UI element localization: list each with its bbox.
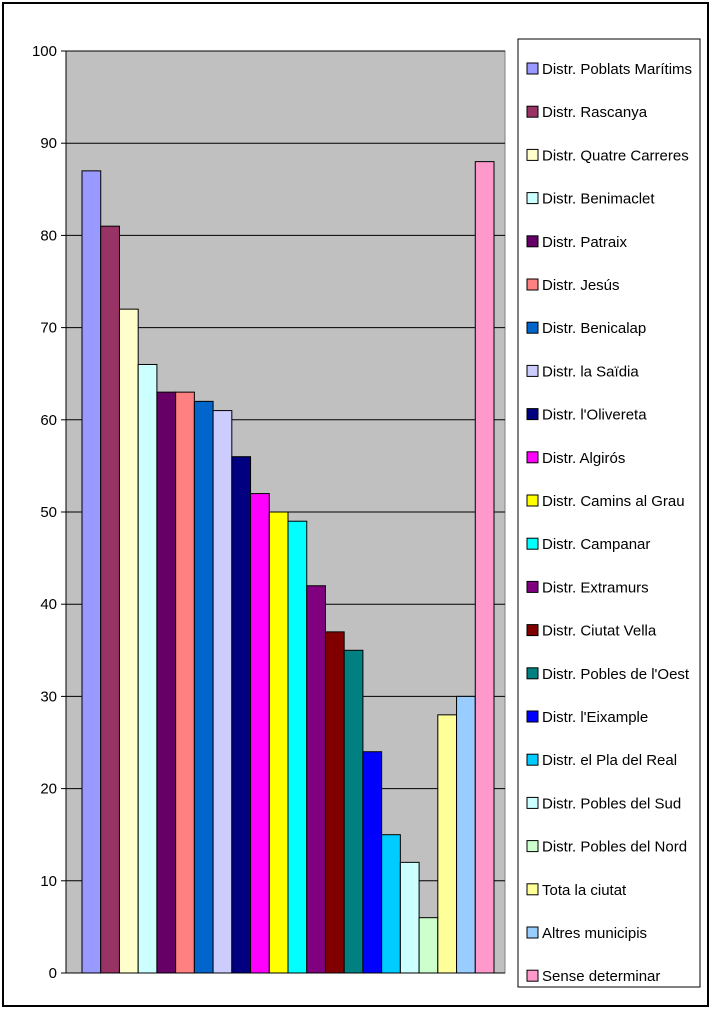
- legend-entry-label: Distr. el Pla del Real: [542, 752, 677, 769]
- bar-7: [193, 400, 214, 974]
- bar-2: [100, 225, 120, 974]
- bar-16: [362, 751, 383, 974]
- legend-entry-label: Tota la ciutat: [542, 882, 627, 899]
- y-tick-label: 30: [40, 688, 57, 705]
- legend-swatch: [526, 235, 539, 248]
- legend-entry-label: Distr. Quatre Carreres: [542, 147, 689, 164]
- legend-entry-label: Sense determinar: [542, 968, 660, 985]
- legend-swatch: [526, 883, 539, 896]
- legend-swatch: [526, 926, 539, 939]
- legend-entry-label: Distr. Camins al Grau: [542, 493, 685, 510]
- y-tick-label: 10: [40, 873, 57, 890]
- legend-swatch: [526, 321, 539, 334]
- bar-8: [212, 410, 233, 974]
- legend-entry-label: Altres municipis: [542, 925, 647, 942]
- legend-swatch: [526, 451, 539, 464]
- legend-entry-label: Distr. Rascanya: [542, 104, 648, 121]
- legend-swatch: [526, 364, 539, 377]
- legend-entry-label: Distr. Extramurs: [542, 579, 649, 596]
- legend-entry-label: Distr. l'Eixample: [542, 709, 648, 726]
- legend-swatch: [526, 192, 539, 205]
- legend-swatch: [526, 840, 539, 853]
- legend-entry-label: Distr. Pobles de l'Oest: [542, 666, 690, 683]
- legend-swatch: [526, 62, 539, 75]
- legend-entry-label: Distr. Campanar: [542, 536, 650, 553]
- legend-swatch: [526, 148, 539, 161]
- legend-entry-label: Distr. Jesús: [542, 277, 620, 294]
- bar-14: [324, 631, 345, 974]
- y-tick-label: 20: [40, 781, 57, 798]
- legend-swatch: [526, 969, 539, 982]
- legend-swatch: [526, 753, 539, 766]
- legend-entry-label: Distr. Pobles del Nord: [542, 839, 687, 856]
- bar-6: [175, 391, 195, 974]
- bar-9: [231, 456, 252, 974]
- bar-3: [118, 308, 139, 974]
- bar-1: [81, 170, 102, 974]
- legend-swatch: [526, 494, 539, 507]
- legend-entry-label: Distr. Pobles del Sud: [542, 795, 681, 812]
- legend-entry-label: Distr. Benimaclet: [542, 191, 655, 208]
- legend-swatch: [526, 796, 539, 809]
- legend-swatch: [526, 105, 539, 118]
- y-tick-label: 70: [40, 320, 57, 337]
- legend-entry-label: Distr. Patraix: [542, 234, 628, 251]
- legend-swatch: [526, 710, 539, 723]
- y-tick-label: 0: [49, 965, 57, 982]
- legend-swatch: [526, 537, 539, 550]
- bar-22: [474, 161, 495, 974]
- legend-entry-label: Distr. la Saïdia: [542, 363, 639, 380]
- bar-4: [137, 363, 158, 974]
- legend-swatch: [526, 624, 539, 637]
- y-tick-label: 50: [40, 504, 57, 521]
- y-tick-label: 100: [32, 43, 57, 60]
- bar-12: [287, 520, 308, 974]
- legend-entry-label: Distr. l'Olivereta: [542, 407, 647, 424]
- bar-17: [381, 834, 401, 974]
- legend-swatch: [526, 408, 539, 421]
- bar-21: [456, 695, 476, 974]
- y-tick-label: 80: [40, 227, 57, 244]
- bar-chart: 0 10 20 30 40 50 60 70 80 90 100 Distr. Poblats Ma…: [32, 38, 701, 988]
- y-tick-label: 60: [40, 412, 57, 429]
- legend-swatch: [526, 667, 539, 680]
- legend-swatch: [526, 278, 539, 291]
- bar-20: [437, 714, 458, 974]
- y-tick-label: 40: [40, 596, 57, 613]
- legend-entry-label: Distr. Benicalap: [542, 320, 646, 337]
- bar-18: [399, 861, 420, 974]
- legend-entry-label: Distr. Ciutat Vella: [542, 623, 657, 640]
- bar-19: [418, 917, 439, 974]
- bar-11: [268, 511, 289, 974]
- legend-swatch: [526, 580, 539, 593]
- y-tick-label: 90: [40, 135, 57, 152]
- bar-10: [250, 493, 270, 974]
- bar-5: [156, 391, 177, 974]
- legend: [517, 38, 701, 988]
- bar-15: [343, 649, 364, 974]
- bar-13: [306, 585, 326, 974]
- legend-entry-label: Distr. Algirós: [542, 450, 625, 467]
- legend-entry-label: Distr. Poblats Marítims: [542, 61, 692, 78]
